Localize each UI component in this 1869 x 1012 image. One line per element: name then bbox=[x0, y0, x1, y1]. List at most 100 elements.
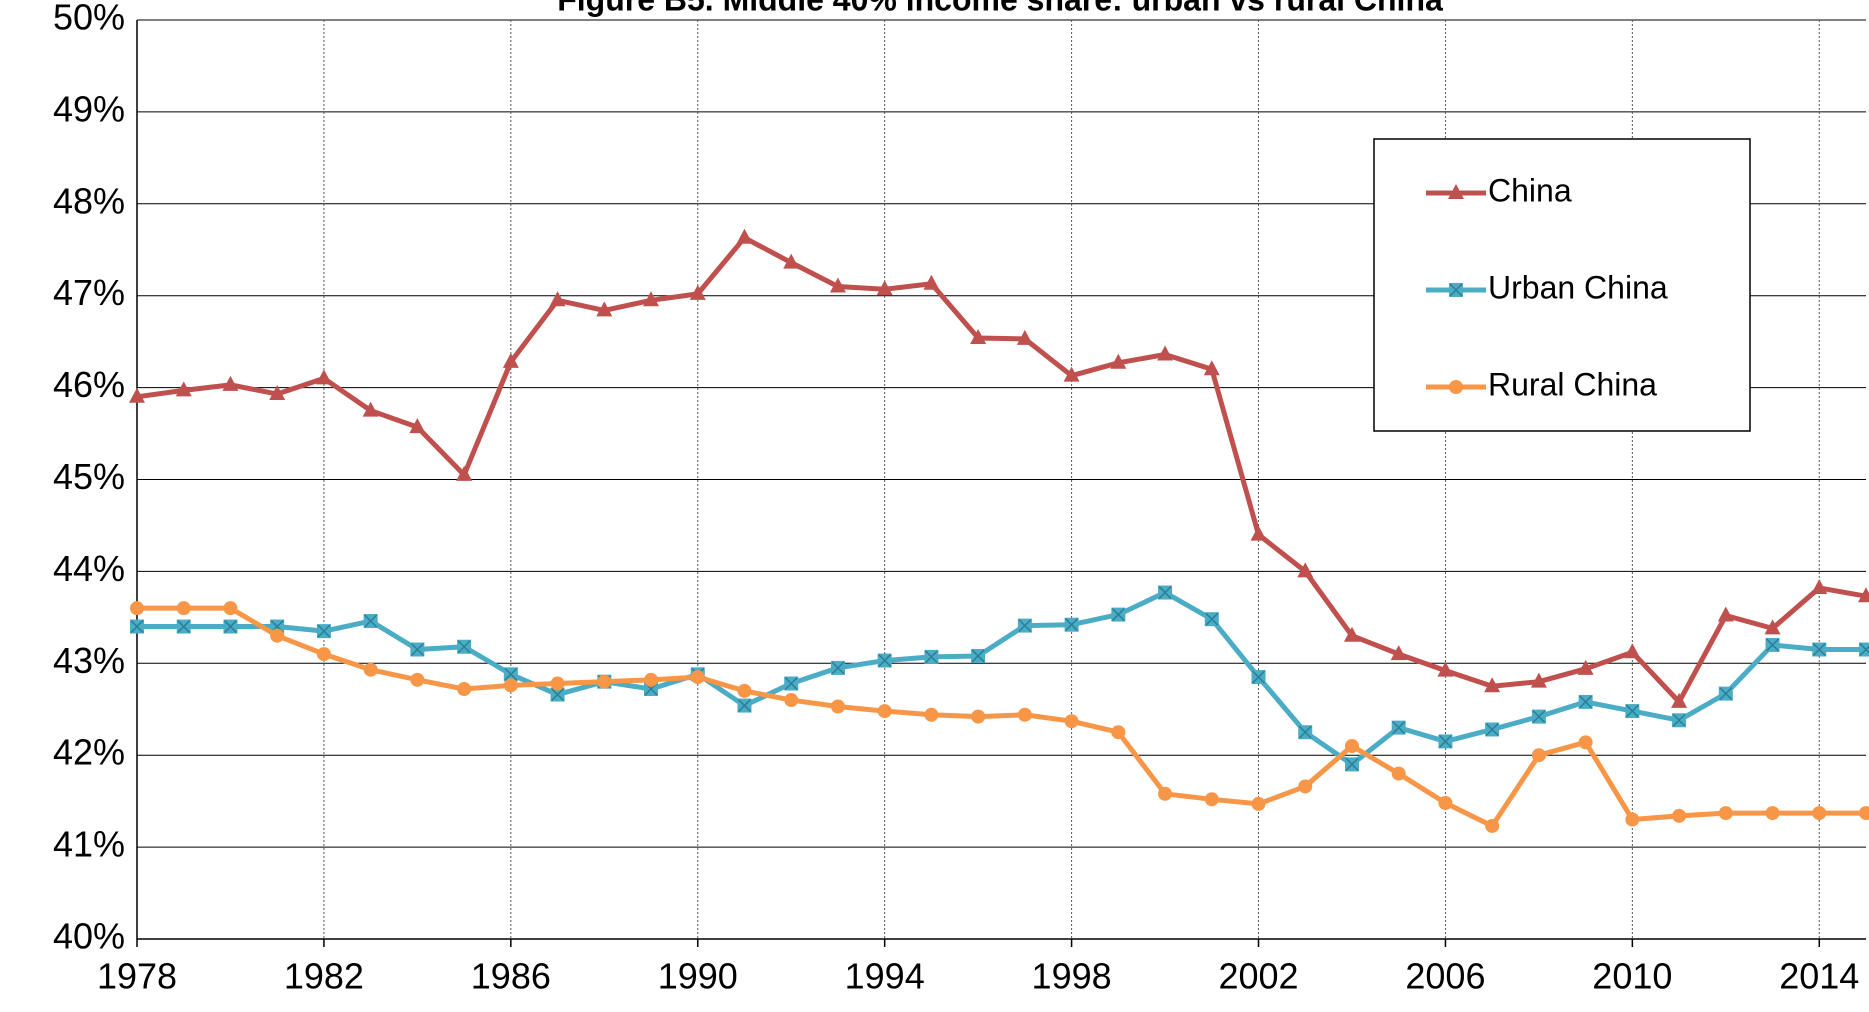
marker bbox=[362, 401, 379, 417]
legend-label: China bbox=[1488, 172, 1572, 208]
marker bbox=[1063, 366, 1080, 382]
marker bbox=[1672, 713, 1687, 728]
marker-cross bbox=[130, 620, 144, 634]
chart-title: Figure B5. Middle 40% income share: urba… bbox=[557, 0, 1443, 17]
series-line bbox=[136, 235, 1867, 705]
marker bbox=[1158, 585, 1173, 600]
marker bbox=[1858, 587, 1869, 603]
marker bbox=[830, 699, 845, 714]
marker-cross bbox=[1625, 704, 1639, 718]
marker bbox=[1017, 707, 1032, 722]
x-tick-label: 2010 bbox=[1592, 956, 1672, 997]
marker-cross bbox=[317, 624, 331, 638]
marker bbox=[315, 369, 332, 385]
marker bbox=[1485, 722, 1500, 737]
marker bbox=[1391, 720, 1406, 735]
marker-cross bbox=[410, 642, 424, 657]
marker-cross bbox=[1438, 734, 1452, 748]
marker-cross bbox=[457, 640, 471, 654]
marker bbox=[643, 291, 660, 307]
marker-cross bbox=[1449, 283, 1463, 297]
marker bbox=[175, 381, 192, 397]
marker-cross bbox=[1158, 586, 1172, 600]
marker bbox=[130, 619, 144, 634]
marker-cross bbox=[831, 661, 845, 675]
marker bbox=[784, 693, 799, 708]
x-tick-label: 1998 bbox=[1032, 956, 1112, 997]
marker bbox=[1110, 353, 1127, 369]
x-tick-label: 2006 bbox=[1405, 956, 1485, 997]
marker bbox=[409, 418, 426, 434]
marker bbox=[1204, 612, 1219, 627]
marker bbox=[1111, 725, 1126, 740]
marker-cross bbox=[223, 620, 237, 634]
y-tick-label: 45% bbox=[53, 456, 125, 497]
marker-cross bbox=[1251, 670, 1266, 684]
marker-box bbox=[1859, 642, 1869, 657]
x-tick-label: 1986 bbox=[471, 956, 551, 997]
marker bbox=[829, 277, 846, 293]
marker bbox=[1764, 619, 1781, 635]
marker bbox=[503, 678, 518, 693]
marker-cross bbox=[1766, 638, 1780, 652]
marker bbox=[1344, 739, 1359, 754]
marker-cross bbox=[1111, 608, 1125, 622]
marker bbox=[1391, 766, 1406, 781]
marker bbox=[1298, 725, 1313, 740]
marker bbox=[222, 375, 239, 391]
marker bbox=[1718, 806, 1733, 821]
legend-label: Urban China bbox=[1488, 269, 1668, 305]
marker bbox=[1624, 643, 1641, 659]
marker bbox=[410, 672, 425, 687]
marker bbox=[736, 228, 753, 244]
marker bbox=[737, 683, 752, 698]
marker-cross bbox=[1018, 619, 1032, 633]
marker-cross bbox=[504, 667, 518, 681]
series-line bbox=[137, 605, 1866, 829]
marker bbox=[1111, 607, 1126, 622]
marker bbox=[223, 619, 238, 634]
marker bbox=[130, 601, 144, 616]
marker bbox=[1625, 812, 1640, 827]
marker bbox=[269, 385, 286, 401]
marker bbox=[550, 676, 565, 691]
marker bbox=[549, 291, 566, 307]
y-tick-label: 43% bbox=[53, 640, 125, 681]
marker bbox=[1812, 806, 1827, 821]
marker bbox=[1859, 806, 1869, 821]
x-tick-label: 2002 bbox=[1218, 956, 1298, 997]
x-tick-label: 2014 bbox=[1779, 956, 1859, 997]
marker bbox=[1017, 618, 1032, 633]
marker bbox=[597, 674, 612, 689]
marker bbox=[971, 648, 986, 663]
marker bbox=[596, 301, 613, 317]
marker bbox=[1485, 818, 1500, 833]
marker-cross bbox=[1485, 722, 1499, 736]
marker bbox=[1297, 562, 1314, 578]
marker-cross bbox=[971, 649, 985, 663]
marker bbox=[924, 707, 939, 722]
marker bbox=[363, 662, 378, 677]
marker bbox=[970, 328, 987, 344]
marker bbox=[644, 672, 659, 687]
marker bbox=[784, 676, 799, 691]
marker bbox=[457, 682, 472, 697]
marker bbox=[1016, 329, 1033, 345]
marker bbox=[1671, 692, 1688, 708]
marker bbox=[1812, 642, 1827, 657]
marker bbox=[456, 465, 473, 481]
marker bbox=[830, 660, 845, 675]
y-tick-label: 42% bbox=[53, 732, 125, 773]
y-tick-label: 44% bbox=[53, 548, 125, 589]
marker bbox=[1251, 670, 1266, 685]
marker bbox=[1577, 659, 1594, 675]
marker bbox=[1437, 661, 1454, 677]
marker bbox=[1390, 645, 1407, 661]
marker bbox=[223, 601, 238, 616]
marker bbox=[1811, 578, 1828, 594]
marker-cross bbox=[1532, 710, 1546, 724]
marker bbox=[363, 614, 378, 629]
marker bbox=[1484, 677, 1501, 693]
marker bbox=[1298, 779, 1313, 794]
